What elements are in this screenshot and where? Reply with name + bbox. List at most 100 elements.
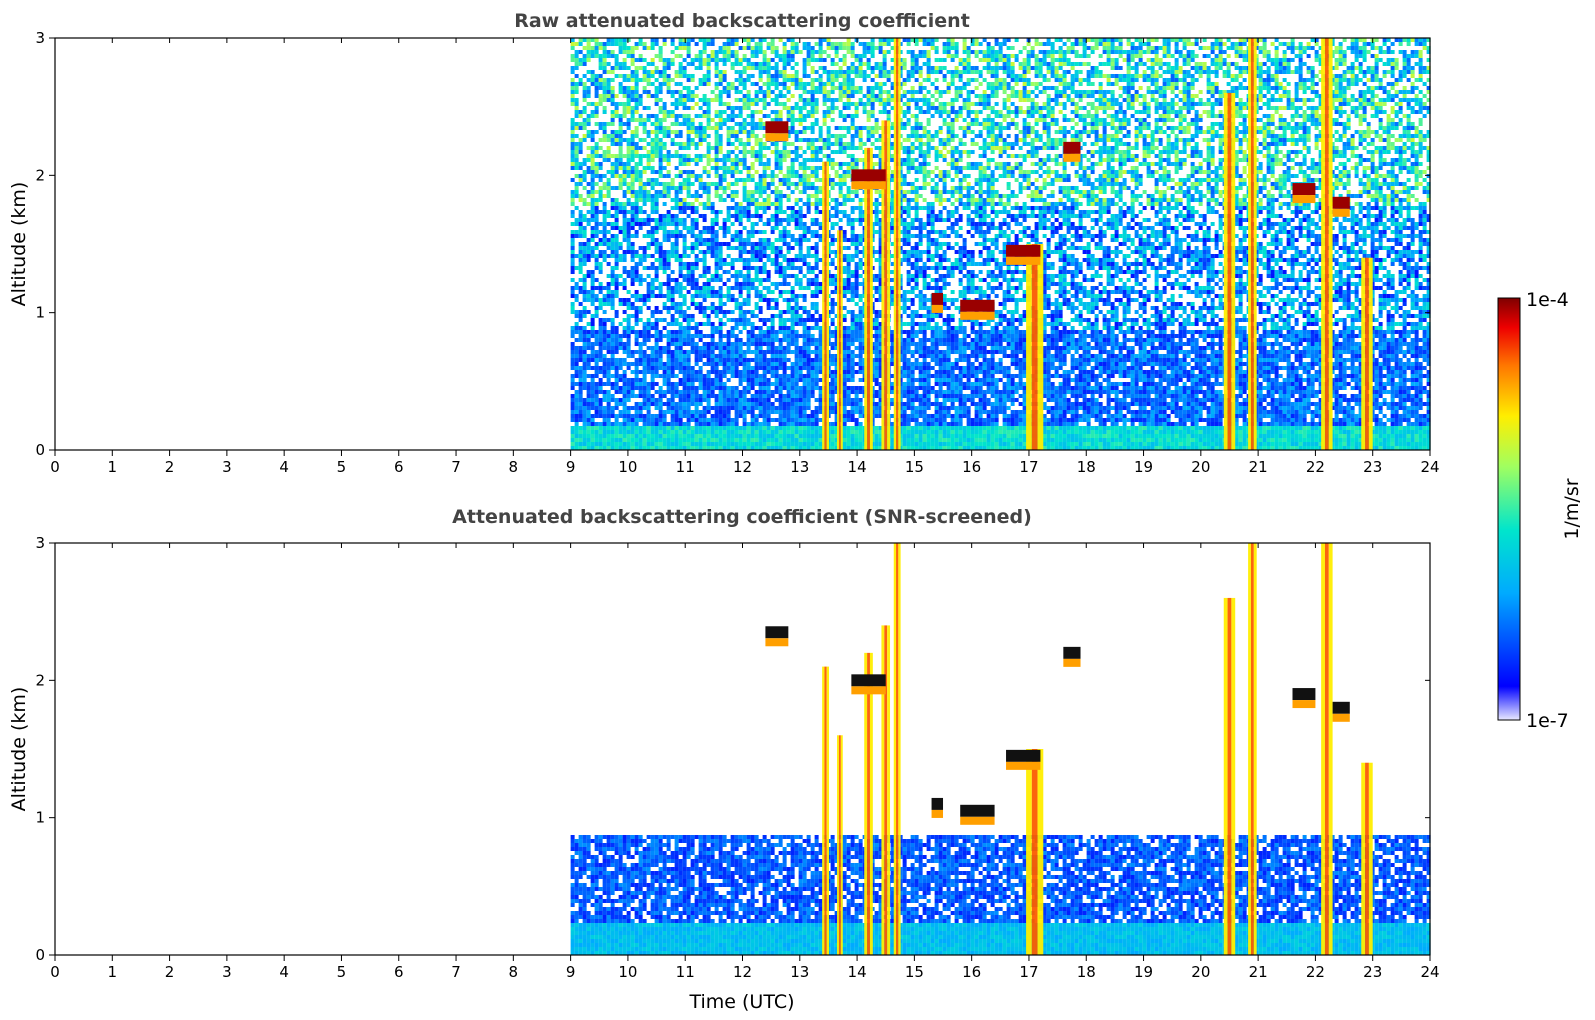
heatmap-cell (643, 394, 647, 398)
heatmap-cell (647, 74, 651, 78)
heatmap-cell (743, 166, 747, 170)
heatmap-cell (799, 182, 803, 186)
heatmap-cell (675, 186, 679, 190)
heatmap-cell (815, 250, 819, 254)
heatmap-cell (575, 422, 579, 426)
heatmap-cell (683, 430, 687, 434)
heatmap-cell (815, 210, 819, 214)
heatmap-cell (771, 406, 775, 410)
heatmap-cell (783, 94, 787, 98)
heatmap-cell (583, 198, 587, 202)
heatmap-cell (687, 146, 691, 150)
heatmap-cell (835, 138, 839, 142)
heatmap-cell (759, 158, 763, 162)
heatmap-cell (715, 94, 719, 98)
heatmap-cell (679, 302, 683, 306)
heatmap-cell (787, 358, 791, 362)
heatmap-cell (795, 254, 799, 258)
heatmap-cell (831, 166, 835, 170)
heatmap-cell (655, 194, 659, 198)
heatmap-cell (643, 78, 647, 82)
heatmap-cell (667, 406, 671, 410)
heatmap-cell (787, 386, 791, 390)
heatmap-cell (643, 322, 647, 326)
heatmap-cell (675, 194, 679, 198)
heatmap-cell (659, 294, 663, 298)
heatmap-cell (743, 70, 747, 74)
heatmap-cell (791, 218, 795, 222)
heatmap-cell (703, 62, 707, 66)
heatmap-cell (611, 298, 615, 302)
heatmap-cell (831, 318, 835, 322)
heatmap-cell (699, 382, 703, 386)
heatmap-cell (699, 114, 703, 118)
heatmap-cell (779, 170, 783, 174)
heatmap-cell (611, 174, 615, 178)
heatmap-cell (743, 310, 747, 314)
heatmap-cell (659, 190, 663, 194)
heatmap-cell (651, 170, 655, 174)
heatmap-cell (615, 290, 619, 294)
heatmap-cell (751, 266, 755, 270)
heatmap-cell (571, 330, 575, 334)
heatmap-cell (579, 394, 583, 398)
heatmap-cell (595, 190, 599, 194)
heatmap-cell (619, 42, 623, 46)
heatmap-cell (571, 438, 575, 442)
heatmap-cell (783, 350, 787, 354)
heatmap-cell (643, 166, 647, 170)
heatmap-cell (627, 422, 631, 426)
heatmap-cell (807, 318, 811, 322)
heatmap-cell (619, 362, 623, 366)
heatmap-cell (615, 338, 619, 342)
heatmap-cell (831, 186, 835, 190)
heatmap-cell (627, 230, 631, 234)
heatmap-cell (615, 362, 619, 366)
heatmap-cell (775, 190, 779, 194)
heatmap-cell (619, 430, 623, 434)
heatmap-cell (651, 422, 655, 426)
heatmap-cell (675, 46, 679, 50)
heatmap-cell (683, 426, 687, 430)
heatmap-cell (623, 214, 627, 218)
heatmap-cell (803, 190, 807, 194)
heatmap-cell (787, 430, 791, 434)
heatmap-cell (739, 110, 743, 114)
heatmap-cell (571, 410, 575, 414)
heatmap-cell (635, 42, 639, 46)
heatmap-cell (767, 78, 771, 82)
heatmap-cell (703, 270, 707, 274)
heatmap-cell (687, 326, 691, 330)
heatmap-cell (763, 418, 767, 422)
heatmap-cell (831, 410, 835, 414)
heatmap-cell (699, 54, 703, 58)
heatmap-cell (687, 78, 691, 82)
heatmap-cell (691, 318, 695, 322)
heatmap-cell (587, 418, 591, 422)
heatmap-cell (663, 306, 667, 310)
heatmap-cell (767, 238, 771, 242)
heatmap-cell (719, 142, 723, 146)
heatmap-cell (775, 418, 779, 422)
heatmap-cell (663, 302, 667, 306)
heatmap-cell (611, 66, 615, 70)
heatmap-cell (571, 354, 575, 358)
heatmap-cell (679, 406, 683, 410)
heatmap-cell (739, 70, 743, 74)
heatmap-cell (571, 254, 575, 258)
heatmap-cell (615, 366, 619, 370)
heatmap-cell (779, 350, 783, 354)
heatmap-cell (791, 50, 795, 54)
heatmap-cell (795, 438, 799, 442)
heatmap-cell (631, 94, 635, 98)
heatmap-cell (671, 242, 675, 246)
heatmap-cell (843, 54, 847, 58)
heatmap-cell (671, 58, 675, 62)
heatmap-cell (719, 382, 723, 386)
heatmap-cell (679, 342, 683, 346)
heatmap-cell (571, 394, 575, 398)
heatmap-cell (763, 366, 767, 370)
heatmap-cell (763, 438, 767, 442)
heatmap-cell (831, 334, 835, 338)
heatmap-cell (819, 186, 823, 190)
